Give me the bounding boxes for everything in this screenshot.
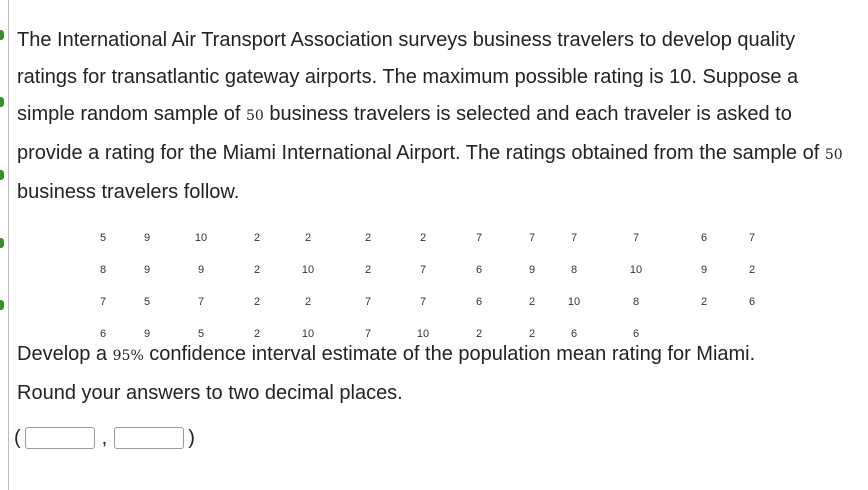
rating-cell: 6 — [475, 264, 483, 276]
rating-cell: 10 — [301, 264, 315, 276]
rating-cell: 2 — [253, 264, 261, 276]
rating-cell: 2 — [304, 232, 312, 244]
task-text-2: confidence interval estimate of the popu… — [143, 343, 756, 365]
sample-size: 50 — [245, 108, 264, 124]
rating-cell: 2 — [528, 328, 536, 340]
rating-cell: 7 — [364, 296, 372, 308]
left-margin-rule — [8, 0, 9, 490]
rounding-instruction: Round your answers to two decimal places… — [17, 382, 403, 404]
rating-cell: 8 — [99, 264, 107, 276]
rating-cell: 7 — [528, 232, 536, 244]
task-text-1: Develop a — [17, 343, 113, 365]
progress-marker — [0, 238, 4, 248]
rating-cell: 9 — [700, 264, 708, 276]
confidence-level: 95% — [112, 348, 144, 364]
intro-text-2: business travelers is selected and each … — [17, 103, 825, 164]
upper-bound-input[interactable] — [114, 427, 185, 449]
rating-cell: 6 — [748, 296, 756, 308]
rating-cell: 10 — [567, 296, 581, 308]
rating-cell: 9 — [528, 264, 536, 276]
rating-cell: 2 — [475, 328, 483, 340]
intro-text-3: business travelers follow. — [17, 181, 240, 203]
ratings-table: 5 9 10 2 2 2 2 7 7 7 7 6 7 8 9 9 2 10 2 7 6 9 8 10 9 2 7 5 7 2 2 7 7 6 2 10… — [80, 222, 772, 350]
rating-cell: 9 — [143, 232, 151, 244]
rating-cell: 2 — [748, 264, 756, 276]
ratings-row: 6 9 5 2 10 7 10 2 2 6 6 — [80, 318, 772, 350]
rating-cell: 10 — [629, 264, 643, 276]
answer-interval: ( , ) — [14, 424, 195, 452]
question-intro: The International Air Transport Associat… — [17, 22, 847, 211]
rating-cell: 9 — [143, 328, 151, 340]
rating-cell: 7 — [197, 296, 205, 308]
rating-cell: 2 — [253, 328, 261, 340]
rating-cell: 6 — [700, 232, 708, 244]
rating-cell: 9 — [197, 264, 205, 276]
progress-marker — [0, 170, 4, 180]
intro-text-1: The International Air Transport Associat… — [17, 29, 799, 125]
rating-cell: 6 — [570, 328, 578, 340]
rating-cell: 7 — [419, 296, 427, 308]
progress-marker — [0, 97, 4, 107]
ratings-row: 8 9 9 2 10 2 7 6 9 8 10 9 2 — [80, 254, 772, 286]
rating-cell: 5 — [197, 328, 205, 340]
sample-size: 50 — [824, 147, 843, 163]
rating-cell: 7 — [419, 264, 427, 276]
rating-cell: 5 — [143, 296, 151, 308]
ratings-row: 7 5 7 2 2 7 7 6 2 10 8 2 6 — [80, 286, 772, 318]
rating-cell: 8 — [570, 264, 578, 276]
rating-cell: 7 — [364, 328, 372, 340]
rating-cell: 2 — [364, 264, 372, 276]
comma-separator: , — [101, 426, 108, 449]
rating-cell: 8 — [632, 296, 640, 308]
rating-cell: 2 — [304, 296, 312, 308]
rating-cell: 6 — [99, 328, 107, 340]
progress-marker — [0, 300, 4, 310]
ratings-row: 5 9 10 2 2 2 2 7 7 7 7 6 7 — [80, 222, 772, 254]
rating-cell: 10 — [416, 328, 430, 340]
rating-cell: 6 — [632, 328, 640, 340]
lower-bound-input[interactable] — [24, 427, 95, 449]
close-paren: ) — [188, 426, 195, 449]
rating-cell: 2 — [419, 232, 427, 244]
rating-cell: 6 — [475, 296, 483, 308]
rating-cell: 2 — [253, 296, 261, 308]
rating-cell: 10 — [194, 232, 208, 244]
rating-cell: 7 — [570, 232, 578, 244]
rating-cell: 5 — [99, 232, 107, 244]
question-task: Develop a 95% confidence interval estima… — [17, 336, 847, 412]
rating-cell: 10 — [301, 328, 315, 340]
rating-cell: 2 — [528, 296, 536, 308]
rating-cell: 7 — [99, 296, 107, 308]
rating-cell: 2 — [364, 232, 372, 244]
rating-cell: 7 — [475, 232, 483, 244]
rating-cell: 7 — [748, 232, 756, 244]
rating-cell: 2 — [253, 232, 261, 244]
rating-cell: 9 — [143, 264, 151, 276]
open-paren: ( — [14, 426, 21, 449]
progress-marker — [0, 30, 4, 40]
rating-cell: 7 — [632, 232, 640, 244]
rating-cell: 2 — [700, 296, 708, 308]
